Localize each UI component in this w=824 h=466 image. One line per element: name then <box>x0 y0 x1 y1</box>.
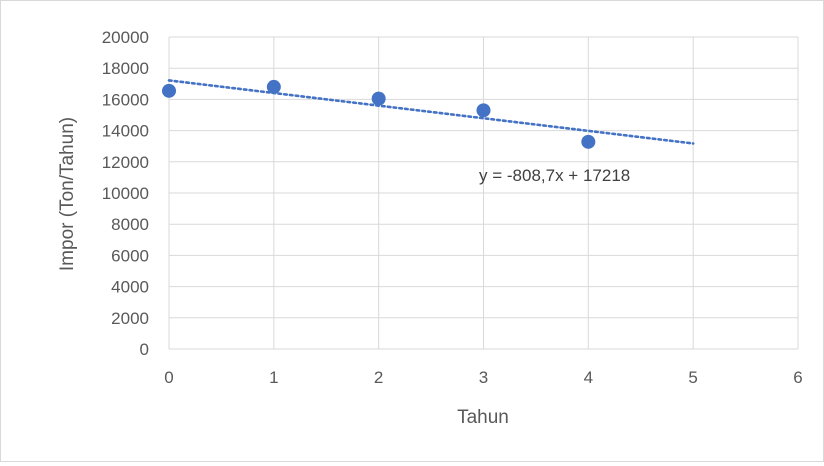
x-tick-label: 3 <box>479 368 488 387</box>
data-points <box>162 79 596 149</box>
data-point <box>476 103 491 118</box>
y-tick-label: 18000 <box>102 59 149 78</box>
y-tick-label: 20000 <box>102 28 149 47</box>
x-tick-labels: 0 1 2 3 4 5 6 <box>164 368 802 387</box>
y-tick-label: 10000 <box>102 184 149 203</box>
trendline-equation: y = -808,7x + 17218 <box>479 166 630 185</box>
y-tick-labels: 0 2000 4000 6000 8000 10000 12000 14000 16000 180… <box>102 28 149 359</box>
x-tick-label: 6 <box>793 368 802 387</box>
gridlines <box>168 36 799 350</box>
x-tick-label: 4 <box>584 368 593 387</box>
x-axis-title: Tahun <box>457 407 509 428</box>
y-tick-label: 2000 <box>111 309 149 328</box>
data-point <box>581 134 596 149</box>
y-tick-label: 16000 <box>102 90 149 109</box>
y-tick-label: 0 <box>140 340 149 359</box>
x-tick-label: 0 <box>164 368 173 387</box>
y-tick-label: 6000 <box>111 246 149 265</box>
y-tick-label: 8000 <box>111 215 149 234</box>
x-tick-label: 5 <box>688 368 697 387</box>
y-axis-title: Impor (Ton/Tahun) <box>57 117 78 271</box>
data-point <box>371 91 386 106</box>
x-tick-label: 2 <box>374 368 383 387</box>
data-point <box>266 79 281 94</box>
y-tick-label: 12000 <box>102 153 149 172</box>
trendline-layer <box>167 79 695 145</box>
y-tick-label: 4000 <box>111 278 149 297</box>
data-point <box>162 83 176 98</box>
y-tick-label: 14000 <box>102 122 149 141</box>
x-tick-label: 1 <box>269 368 278 387</box>
trendline <box>167 79 695 145</box>
